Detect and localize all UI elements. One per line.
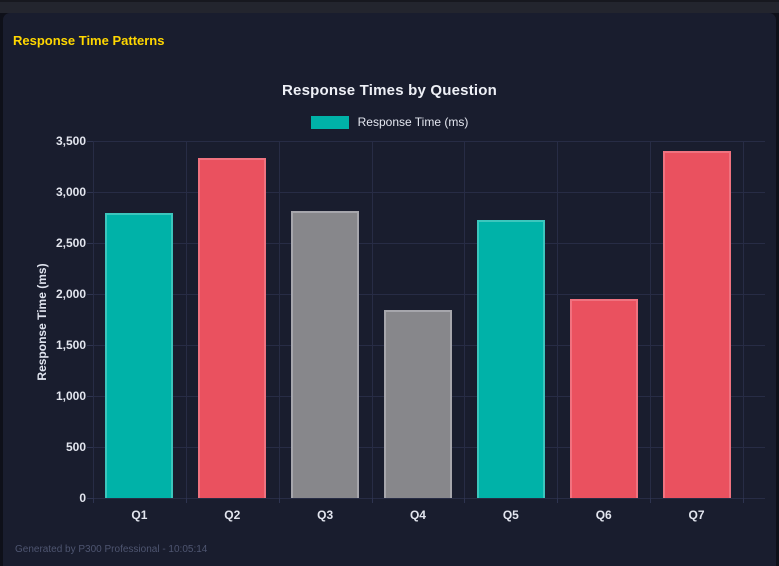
plot-area xyxy=(87,141,765,503)
y-tick-label: 1,000 xyxy=(55,389,86,403)
gridline-horizontal xyxy=(93,294,765,295)
bar-Q4[interactable] xyxy=(384,310,452,498)
window-titlebar xyxy=(0,0,779,13)
bar-Q7[interactable] xyxy=(663,151,731,498)
footer-status-text: Generated by P300 Professional - 10:05:1… xyxy=(15,544,208,555)
y-tickmark xyxy=(87,498,93,499)
gridline-vertical xyxy=(93,141,94,498)
x-tickmark xyxy=(743,498,744,503)
gridline-vertical xyxy=(650,141,651,498)
y-tick-label: 0 xyxy=(79,491,86,505)
gridline-vertical xyxy=(557,141,558,498)
x-tick-label: Q7 xyxy=(688,508,705,522)
gridline-horizontal xyxy=(93,243,765,244)
gridline-vertical xyxy=(464,141,465,498)
gridline-vertical xyxy=(186,141,187,498)
y-tick-label: 500 xyxy=(65,440,86,454)
gridline-horizontal xyxy=(93,141,765,142)
y-tickmark xyxy=(87,396,93,397)
legend-item-response-time[interactable]: Response Time (ms) xyxy=(310,115,469,129)
y-tick-label: 2,000 xyxy=(55,287,86,301)
gridline-vertical xyxy=(743,141,744,498)
x-tickmark xyxy=(372,498,373,503)
x-tick-label: Q5 xyxy=(502,508,519,522)
y-tickmark xyxy=(87,294,93,295)
y-tickmark xyxy=(87,447,93,448)
x-tick-label: Q3 xyxy=(317,508,334,522)
legend-label: Response Time (ms) xyxy=(357,115,469,129)
x-tick-label: Q2 xyxy=(224,508,241,522)
chart-legend: Response Time (ms) xyxy=(0,115,779,129)
x-tickmark xyxy=(93,498,94,503)
y-tickmark xyxy=(87,345,93,346)
y-tick-label: 3,500 xyxy=(55,134,86,148)
chart-title: Response Times by Question xyxy=(282,82,497,99)
bar-Q3[interactable] xyxy=(291,211,359,498)
x-tickmark xyxy=(279,498,280,503)
x-tick-label: Q4 xyxy=(409,508,426,522)
y-tick-label: 3,000 xyxy=(55,185,86,199)
bar-Q1[interactable] xyxy=(105,213,173,498)
page-title: Response Time Patterns xyxy=(13,33,165,48)
x-tickmark xyxy=(557,498,558,503)
x-tickmark xyxy=(464,498,465,503)
gridline-vertical xyxy=(372,141,373,498)
bar-Q5[interactable] xyxy=(477,220,545,498)
y-tickmark xyxy=(87,141,93,142)
y-tickmark xyxy=(87,243,93,244)
bar-Q6[interactable] xyxy=(570,299,638,498)
bar-Q2[interactable] xyxy=(198,158,266,498)
y-tick-label: 1,500 xyxy=(55,338,86,352)
x-tickmark xyxy=(650,498,651,503)
x-tickmark xyxy=(186,498,187,503)
gridline-horizontal xyxy=(93,498,765,499)
gridline-vertical xyxy=(279,141,280,498)
x-tick-label: Q1 xyxy=(131,508,148,522)
legend-swatch-icon xyxy=(310,115,349,129)
y-tickmark xyxy=(87,192,93,193)
y-tick-label: 2,500 xyxy=(55,236,86,250)
x-tick-label: Q6 xyxy=(595,508,612,522)
gridline-horizontal xyxy=(93,192,765,193)
